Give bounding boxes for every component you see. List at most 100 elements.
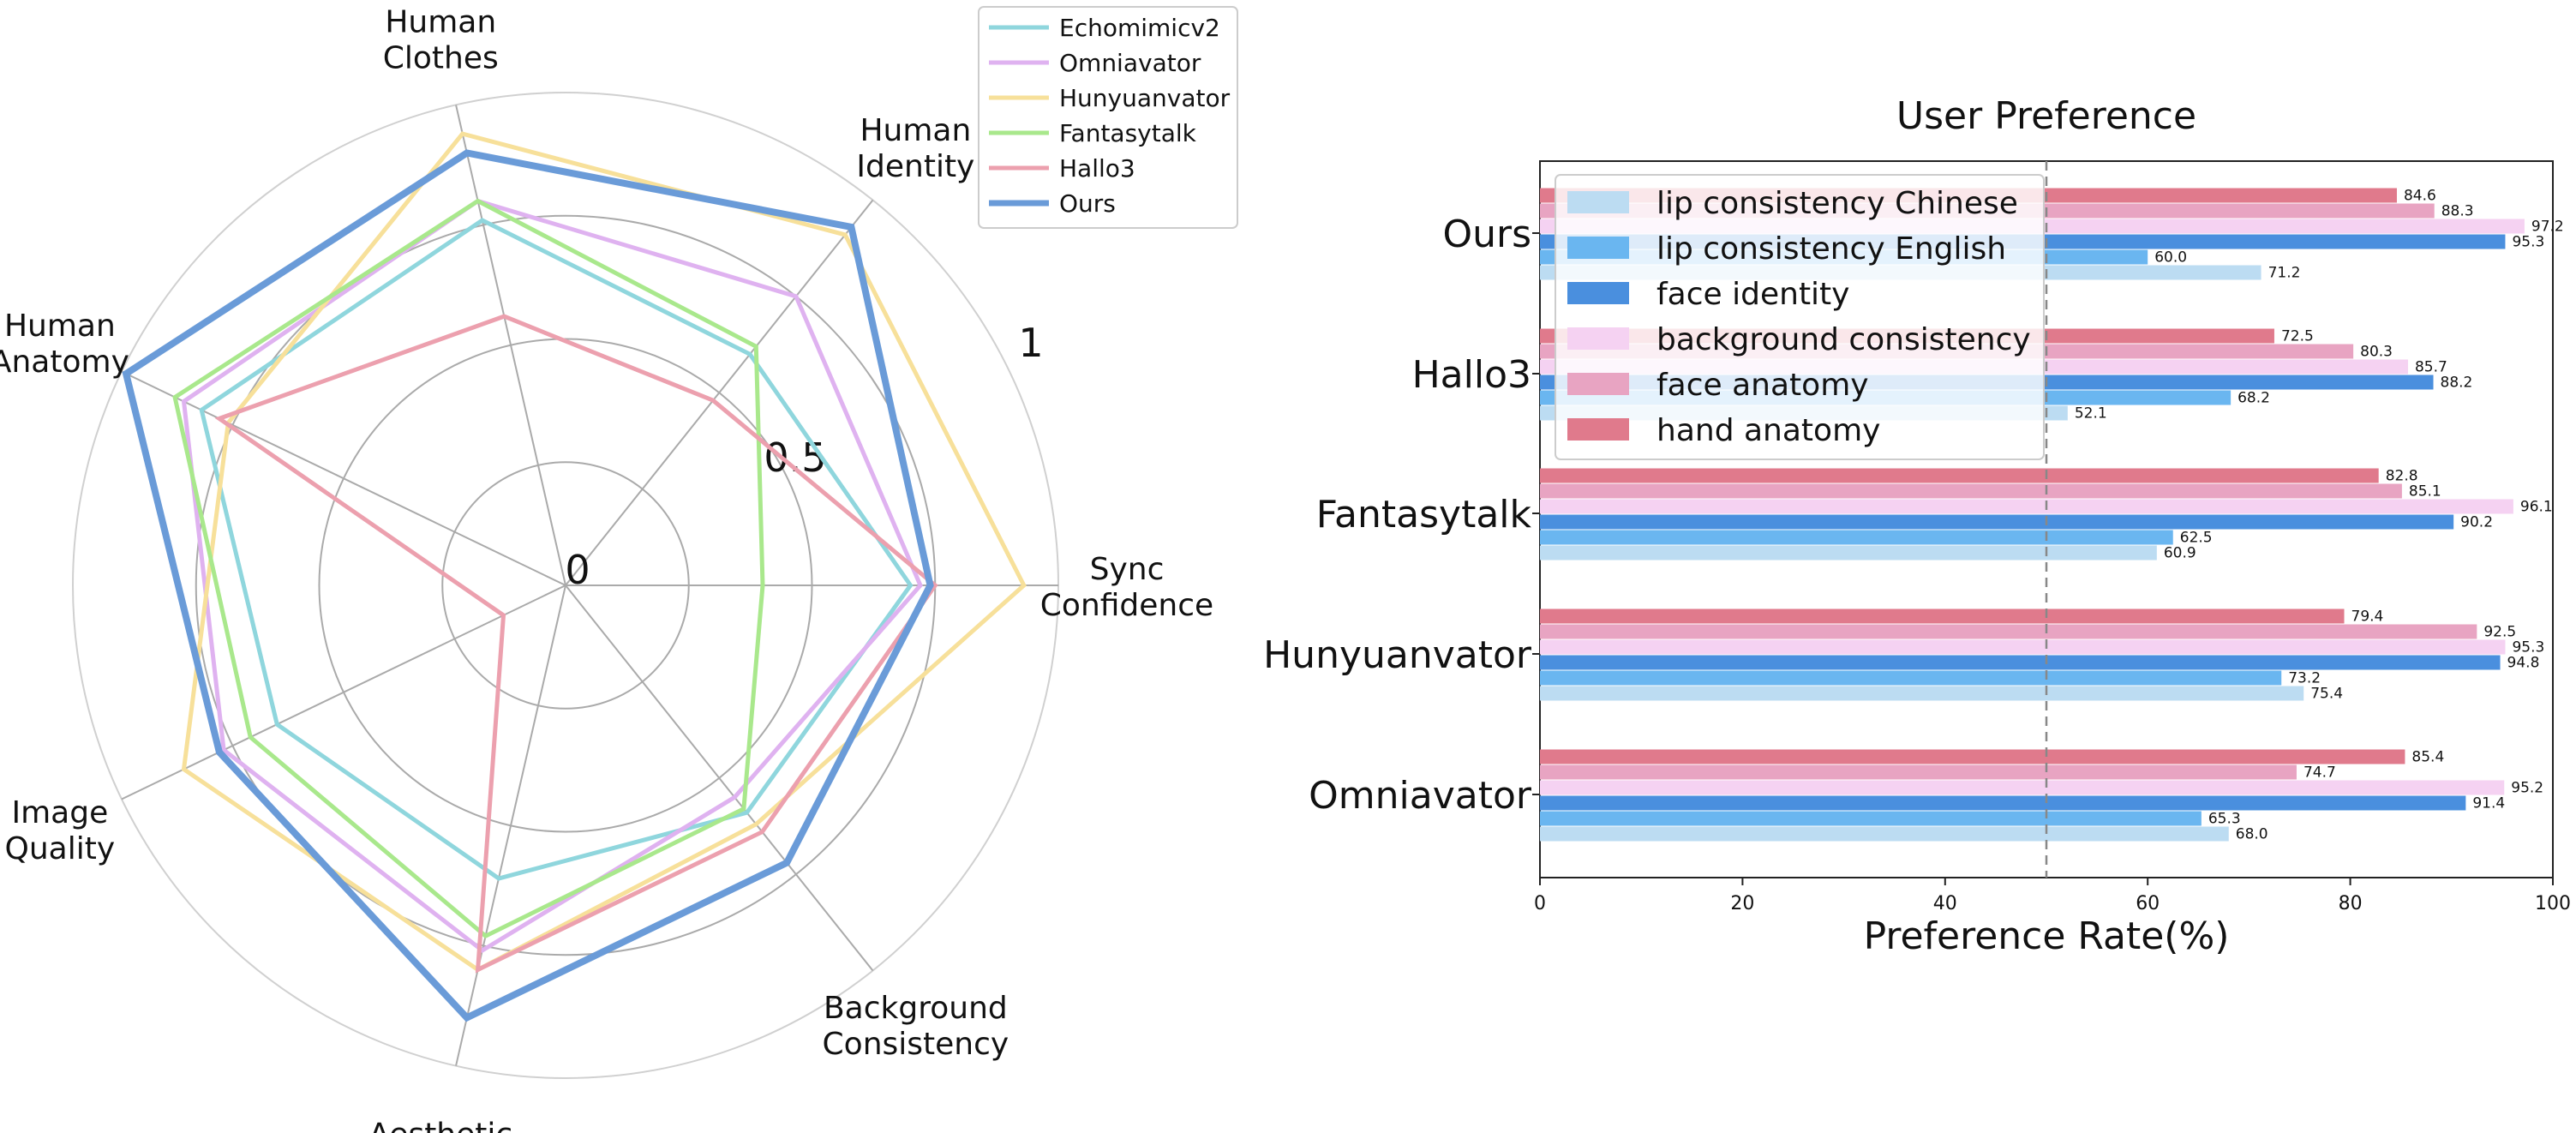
data-label: 85.7 <box>2415 359 2447 376</box>
data-label: 68.0 <box>2236 826 2268 843</box>
legend-label-lip-consistency-chinese: lip consistency Chinese <box>1656 186 2018 221</box>
bar-fantasytalk-lip-consistency-english <box>1540 530 2173 545</box>
bar-fantasytalk-background-consistency <box>1540 499 2513 514</box>
x-axis-label: Preference Rate(%) <box>1864 914 2230 958</box>
data-label: 72.5 <box>2281 328 2314 345</box>
series-polygon-ours <box>122 149 934 1022</box>
user-preference-chart: User Preference Preference Rate(%) 0 20 40… <box>1263 94 2571 958</box>
legend-label-hand-anatomy: hand anatomy <box>1656 413 1880 448</box>
category-label-omniavator: Omniavator <box>1309 774 1532 818</box>
x-tick-label: 100 <box>2535 893 2571 914</box>
data-label: 88.2 <box>2441 375 2473 392</box>
x-tick-label: 60 <box>2136 893 2160 914</box>
radar-spoke <box>565 199 874 586</box>
radial-tick-label: 1 <box>1018 320 1043 366</box>
bar-hunyuanvator-hand-anatomy <box>1540 608 2345 624</box>
legend-swatch-lip-consistency-chinese <box>1567 191 1629 213</box>
legend-label-hunyuanvator: Hunyuanvator <box>1059 84 1231 112</box>
legend-label-ours: Ours <box>1059 189 1116 218</box>
legend-label-background-consistency: background consistency <box>1656 322 2031 357</box>
radial-tick-label: 0 <box>565 547 590 593</box>
axis-label-human-identity: Human Identity <box>856 113 974 184</box>
radar-spoke <box>565 584 874 972</box>
legend-label-omniavator: Omniavator <box>1059 49 1201 77</box>
category-label-hallo3: Hallo3 <box>1412 353 1531 397</box>
legend-swatch-lip-consistency-english <box>1567 237 1629 259</box>
series-polygon-omniavator <box>181 198 923 954</box>
data-label: 95.3 <box>2512 234 2544 251</box>
bar-legend <box>1555 174 2045 460</box>
data-label: 90.2 <box>2460 514 2493 531</box>
data-label: 65.3 <box>2208 811 2241 828</box>
axis-label-background-consistency: Background Consistency <box>823 991 1009 1062</box>
series-polygon-hallo3 <box>214 314 938 974</box>
axis-label-human-clothes: Human Clothes <box>383 4 499 75</box>
series-polygon-hunyuanvator <box>181 131 1027 973</box>
data-label: 92.5 <box>2483 624 2516 641</box>
radial-tick-label: 0.5 <box>764 435 826 481</box>
category-label-ours: Ours <box>1442 213 1531 256</box>
data-label: 84.6 <box>2404 188 2436 205</box>
legend-swatch-hand-anatomy <box>1567 418 1629 441</box>
legend-label-lip-consistency-english: lip consistency English <box>1656 231 2006 267</box>
data-label: 95.3 <box>2512 639 2544 656</box>
data-label: 88.3 <box>2441 203 2474 220</box>
legend-label-echomimicv2: Echomimicv2 <box>1059 14 1220 42</box>
radar-spoke <box>121 584 566 800</box>
radar-spoke <box>455 105 566 586</box>
x-tick-label: 20 <box>1730 893 1754 914</box>
bar-hunyuanvator-background-consistency <box>1540 639 2506 655</box>
axis-label-sync-confidence: Sync Confidence <box>1040 552 1213 623</box>
bar-hunyuanvator-lip-consistency-english <box>1540 670 2282 686</box>
radar-spoke <box>455 584 566 1066</box>
bar-hunyuanvator-face-anatomy <box>1540 624 2477 639</box>
series-polygon-fantasytalk <box>172 198 765 939</box>
legend-label-face-anatomy: face anatomy <box>1656 368 1869 403</box>
x-tick-label: 80 <box>2339 893 2363 914</box>
data-label: 85.1 <box>2409 483 2441 501</box>
radar-chart: 0 0.5 1 Sync Confidence Human Identity Human Clo… <box>0 4 1238 1133</box>
legend-swatch-background-consistency <box>1567 327 1629 350</box>
radar-spoke <box>121 370 566 586</box>
bar-hunyuanvator-face-identity <box>1540 655 2501 670</box>
data-label: 71.2 <box>2268 265 2301 282</box>
bar-fantasytalk-face-anatomy <box>1540 483 2402 499</box>
legend-label-fantasytalk: Fantasytalk <box>1059 119 1197 147</box>
bar-omniavator-lip-consistency-chinese <box>1540 826 2229 842</box>
bar-omniavator-lip-consistency-english <box>1540 811 2202 826</box>
data-label: 60.9 <box>2164 545 2196 562</box>
data-label: 95.2 <box>2511 780 2543 797</box>
data-label: 96.1 <box>2520 499 2553 516</box>
legend-swatch-face-identity <box>1567 282 1629 304</box>
data-label: 79.4 <box>2351 608 2384 626</box>
data-label: 94.8 <box>2507 655 2540 672</box>
data-label: 97.2 <box>2531 219 2564 236</box>
bar-hunyuanvator-lip-consistency-chinese <box>1540 686 2304 701</box>
data-label: 62.5 <box>2180 530 2213 547</box>
bar-omniavator-hand-anatomy <box>1540 749 2405 764</box>
category-label-hunyuanvator: Hunyuanvator <box>1263 633 1532 677</box>
data-label: 82.8 <box>2386 468 2418 485</box>
bar-omniavator-face-anatomy <box>1540 764 2297 780</box>
data-label: 68.2 <box>2238 390 2270 407</box>
bar-fantasytalk-lip-consistency-chinese <box>1540 545 2157 561</box>
data-label: 85.4 <box>2411 749 2444 766</box>
data-label: 75.4 <box>2310 686 2343 703</box>
x-tick-label: 0 <box>1534 893 1546 914</box>
bar-fantasytalk-hand-anatomy <box>1540 468 2379 483</box>
data-label: 74.7 <box>2303 764 2336 782</box>
legend-label-hallo3: Hallo3 <box>1059 154 1135 183</box>
bar-omniavator-background-consistency <box>1540 780 2505 795</box>
bar-omniavator-face-identity <box>1540 795 2466 811</box>
category-label-fantasytalk: Fantasytalk <box>1316 493 1532 537</box>
series-polygon-echomimicv2 <box>199 218 914 881</box>
data-label: 52.1 <box>2075 405 2107 423</box>
data-label: 80.3 <box>2360 344 2393 361</box>
data-label: 91.4 <box>2472 795 2505 812</box>
axis-label-aesthetic: Aesthetic <box>368 1118 512 1133</box>
bar-fantasytalk-face-identity <box>1540 514 2454 530</box>
legend-swatch-face-anatomy <box>1567 373 1629 395</box>
data-label: 73.2 <box>2288 670 2321 687</box>
x-tick-label: 40 <box>1933 893 1957 914</box>
